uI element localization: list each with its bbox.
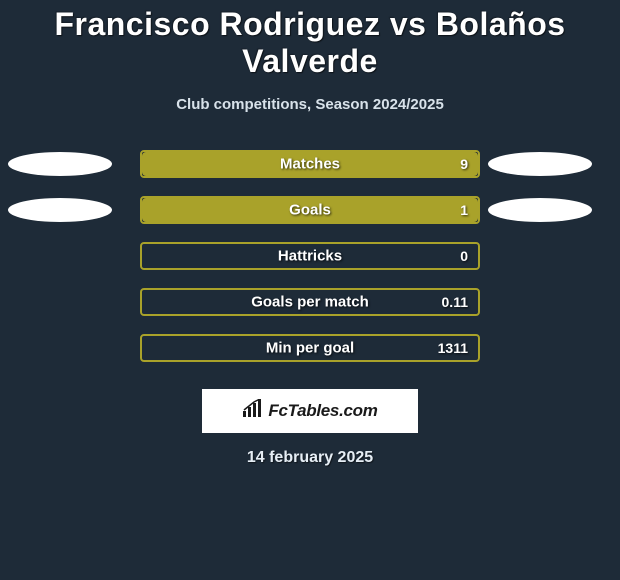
stat-label: Goals (289, 202, 331, 219)
logo-text: FcTables.com (268, 401, 377, 421)
right-ellipse (488, 152, 592, 176)
right-ellipse (488, 198, 592, 222)
comparison-chart: Matches 9 Goals 1 Hattricks 0 Goals per match 0… (0, 141, 620, 371)
stat-row: Matches 9 (0, 141, 620, 187)
stat-bar: Hattricks 0 (140, 242, 480, 270)
stat-label: Min per goal (266, 340, 354, 357)
stat-value: 0 (460, 248, 468, 264)
stat-value: 1 (460, 202, 468, 218)
left-ellipse (8, 152, 112, 176)
stat-label: Matches (280, 156, 340, 173)
stat-bar: Min per goal 1311 (140, 334, 480, 362)
stat-row: Hattricks 0 (0, 233, 620, 279)
stat-label: Goals per match (251, 294, 369, 311)
stat-label: Hattricks (278, 248, 342, 265)
logo-box: FcTables.com (202, 389, 418, 433)
stat-bar: Matches 9 (140, 150, 480, 178)
stat-value: 1311 (438, 340, 468, 356)
stat-value: 0.11 (442, 294, 468, 310)
left-ellipse (8, 198, 112, 222)
stat-row: Min per goal 1311 (0, 325, 620, 371)
bars-icon (242, 399, 264, 424)
page-subtitle: Club competitions, Season 2024/2025 (0, 96, 620, 113)
page-title: Francisco Rodriguez vs Bolaños Valverde (0, 0, 620, 86)
stat-row: Goals 1 (0, 187, 620, 233)
stat-row: Goals per match 0.11 (0, 279, 620, 325)
stat-bar: Goals per match 0.11 (140, 288, 480, 316)
stat-bar: Goals 1 (140, 196, 480, 224)
footer-date: 14 february 2025 (0, 449, 620, 467)
stat-value: 9 (460, 156, 468, 172)
